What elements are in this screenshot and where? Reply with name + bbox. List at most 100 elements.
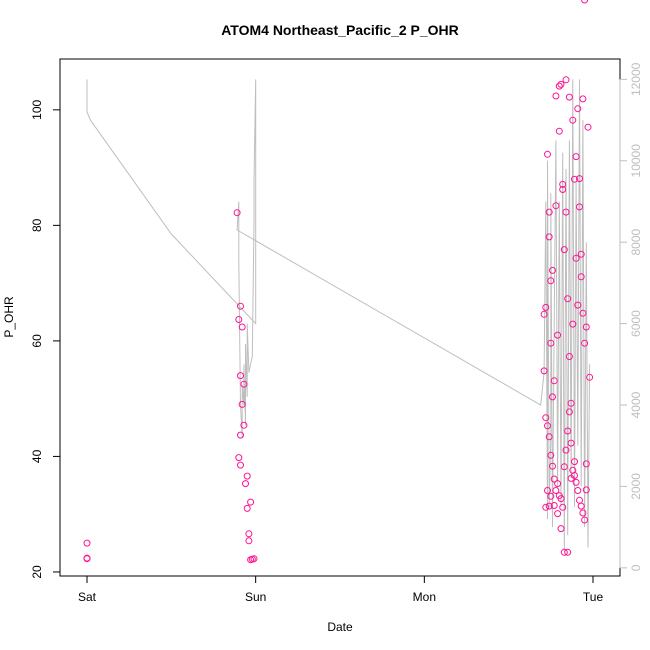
data-point — [577, 502, 585, 510]
data-point — [572, 153, 580, 161]
data-point — [577, 273, 585, 281]
y2-tick-label: 12000 — [629, 62, 643, 96]
x-tick-label: Tue — [583, 590, 604, 604]
data-point — [581, 516, 589, 524]
data-point — [552, 202, 560, 210]
data-point — [562, 208, 570, 216]
y-tick-label: 80 — [30, 218, 44, 232]
data-point — [245, 537, 253, 545]
chart-title: ATOM4 Northeast_Pacific_2 P_OHR — [221, 22, 459, 38]
data-point — [579, 309, 587, 317]
data-point — [243, 472, 251, 480]
y-tick-label: 100 — [30, 100, 44, 120]
data-point — [544, 150, 551, 158]
data-point — [550, 377, 558, 385]
data-point — [560, 548, 568, 556]
data-point — [544, 487, 551, 494]
data-point — [582, 460, 590, 468]
data-point — [545, 233, 553, 241]
data-point — [235, 454, 243, 462]
data-point — [238, 400, 246, 408]
data-point — [576, 175, 583, 183]
data-point — [579, 509, 587, 517]
data-point — [564, 427, 572, 435]
data-point — [237, 461, 244, 469]
data-point — [559, 186, 567, 193]
data-point — [562, 446, 570, 454]
data-point — [555, 82, 563, 90]
data-point — [564, 548, 572, 556]
data-point — [582, 323, 590, 331]
data-point — [542, 414, 550, 422]
data-point — [557, 80, 565, 88]
data-point — [83, 555, 91, 563]
data-point — [571, 458, 578, 466]
data-point — [547, 277, 555, 285]
x-tick-label: Mon — [413, 590, 436, 604]
data-point — [545, 502, 553, 510]
y-axis-right: 0 2000 4000 6000 8000 10000 12000 — [619, 62, 643, 571]
data-point — [542, 303, 550, 311]
data-point — [237, 431, 244, 439]
y-tick-label: 60 — [30, 334, 44, 348]
data-point — [547, 339, 555, 347]
data-point — [569, 116, 577, 124]
data-point — [577, 250, 585, 258]
data-point — [586, 373, 594, 381]
series-layer — [86, 79, 591, 552]
data-point — [245, 530, 253, 538]
y2-tick-label: 2000 — [629, 473, 643, 500]
data-point — [547, 451, 555, 459]
data-point — [559, 503, 567, 511]
data-point — [560, 246, 568, 254]
data-point — [248, 555, 256, 563]
data-point — [571, 175, 578, 183]
data-point — [574, 301, 582, 309]
x-tick-label: Sat — [78, 590, 97, 604]
data-point — [550, 475, 558, 483]
y2-tick-label: 0 — [629, 564, 643, 571]
data-point — [576, 203, 583, 211]
y2-tick-label: 6000 — [629, 310, 643, 337]
data-point — [554, 480, 562, 488]
data-point — [549, 462, 556, 470]
x-tick-label: Sun — [245, 590, 266, 604]
data-point — [247, 498, 255, 506]
data-point — [545, 208, 553, 216]
y-tick-label: 40 — [30, 449, 44, 463]
data-point — [572, 254, 580, 262]
data-point — [576, 496, 583, 504]
data-point — [240, 421, 248, 429]
data-point — [579, 95, 587, 103]
y2-tick-label: 4000 — [629, 391, 643, 418]
points-layer — [83, 0, 594, 564]
data-point — [567, 399, 575, 407]
data-point — [545, 433, 553, 441]
data-point — [562, 76, 570, 84]
data-point — [540, 310, 548, 318]
data-point — [540, 367, 548, 375]
x-axis: Sat Sun Mon Tue — [78, 575, 604, 604]
data-point — [574, 105, 582, 113]
data-point — [235, 316, 243, 323]
data-point — [560, 463, 568, 471]
data-point — [237, 302, 244, 310]
data-point — [547, 492, 555, 500]
y-axis-title: P_OHR — [2, 296, 16, 338]
y2-tick-label: 8000 — [629, 229, 643, 256]
data-point — [584, 123, 592, 131]
data-point — [240, 380, 248, 388]
data-point — [552, 487, 560, 494]
y-axis-left: 20 40 60 80 100 — [30, 100, 61, 579]
data-point — [559, 180, 567, 188]
y2-tick-label: 10000 — [629, 144, 643, 178]
data-point — [567, 439, 575, 447]
data-point — [550, 502, 558, 509]
data-point — [544, 422, 551, 430]
data-point — [581, 0, 589, 4]
depth-series-line — [86, 79, 591, 552]
plot-frame — [59, 58, 621, 577]
data-point — [237, 372, 244, 380]
data-point — [557, 495, 565, 503]
